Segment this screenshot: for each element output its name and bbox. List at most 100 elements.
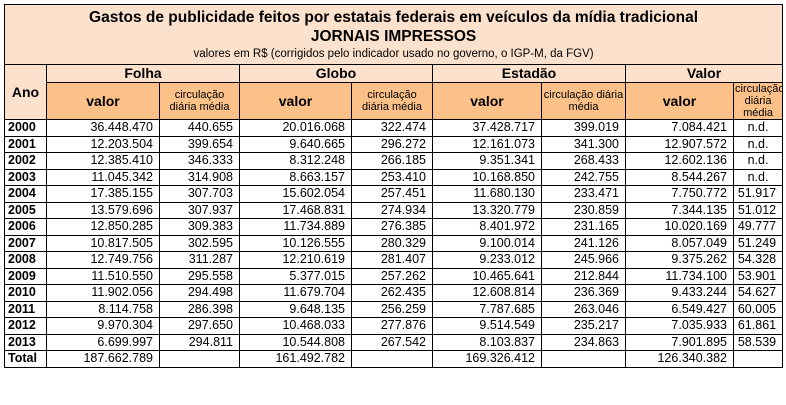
year-cell: 2009 xyxy=(4,267,47,285)
year-cell: 2005 xyxy=(4,201,47,219)
subheader-circulacao: circulação diária média xyxy=(159,82,240,120)
value-cell: 8.544.267 xyxy=(625,168,734,186)
value-cell: 309.383 xyxy=(159,218,240,236)
value-cell: 11.045.342 xyxy=(46,168,160,186)
table-row: 2013 6.699.997 294.811 10.544.808 267.542 8.1… xyxy=(4,333,784,351)
value-cell: n.d. xyxy=(732,152,784,170)
value-cell: 9.970.304 xyxy=(46,317,160,335)
spending-table: Gastos de publicidade feitos por estatai… xyxy=(3,4,784,368)
value-cell: n.d. xyxy=(732,135,784,153)
total-cell xyxy=(351,350,433,368)
value-cell: 12.907.572 xyxy=(625,135,734,153)
value-cell: 281.407 xyxy=(351,251,433,269)
year-cell: 2011 xyxy=(4,300,47,318)
subheader-circulacao: circulação diária média xyxy=(351,82,433,120)
value-cell: 257.262 xyxy=(351,267,433,285)
value-cell: 296.272 xyxy=(351,135,433,153)
value-cell: 5.377.015 xyxy=(239,267,352,285)
value-cell: 17.385.155 xyxy=(46,185,160,203)
total-cell xyxy=(159,350,240,368)
value-cell: 8.114.758 xyxy=(46,300,160,318)
group-header-folha: Folha xyxy=(46,64,240,83)
year-cell: 2002 xyxy=(4,152,47,170)
value-cell: 9.100.014 xyxy=(432,234,542,252)
value-cell: 11.510.550 xyxy=(46,267,160,285)
subheader-valor: valor xyxy=(625,82,734,120)
value-cell: 311.287 xyxy=(159,251,240,269)
value-cell: 58.539 xyxy=(732,333,784,351)
value-cell: 10.126.555 xyxy=(239,234,352,252)
total-label: Total xyxy=(4,350,47,368)
year-cell: 2013 xyxy=(4,333,47,351)
spending-table-container: Gastos de publicidade feitos por estatai… xyxy=(3,4,784,368)
value-cell: 236.369 xyxy=(541,284,626,302)
value-cell: 9.351.341 xyxy=(432,152,542,170)
value-cell: 8.103.837 xyxy=(432,333,542,351)
value-cell: 280.329 xyxy=(351,234,433,252)
value-cell: 276.385 xyxy=(351,218,433,236)
value-cell: 294.498 xyxy=(159,284,240,302)
table-subtitle: JORNAIS IMPRESSOS xyxy=(310,28,477,45)
table-row: 2008 12.749.756 311.287 12.210.619 281.407 9.… xyxy=(4,251,784,269)
table-row: 2011 8.114.758 286.398 9.648.135 256.259 7.78… xyxy=(4,300,784,318)
value-cell: 7.901.895 xyxy=(625,333,734,351)
value-cell: 9.640.665 xyxy=(239,135,352,153)
subheader-valor: valor xyxy=(46,82,160,120)
value-cell: 307.937 xyxy=(159,201,240,219)
value-cell: 253.410 xyxy=(351,168,433,186)
value-cell: 15.602.054 xyxy=(239,185,352,203)
table-note: valores em R$ (corrigidos pelo indicador… xyxy=(193,48,594,60)
subheader-valor: valor xyxy=(239,82,352,120)
value-cell: 12.608.814 xyxy=(432,284,542,302)
value-cell: n.d. xyxy=(732,119,784,137)
value-cell: 295.558 xyxy=(159,267,240,285)
value-cell: 242.755 xyxy=(541,168,626,186)
year-cell: 2001 xyxy=(4,135,47,153)
table-row: 2010 11.902.056 294.498 11.679.704 262.435 12… xyxy=(4,284,784,302)
subheader-valor: valor xyxy=(432,82,542,120)
value-cell: 8.401.972 xyxy=(432,218,542,236)
value-cell: 12.161.073 xyxy=(432,135,542,153)
value-cell: 37.428.717 xyxy=(432,119,542,137)
table-row: 2001 12.203.504 399.654 9.640.665 296.272 12.… xyxy=(4,135,784,153)
value-cell: 233.471 xyxy=(541,185,626,203)
value-cell: 10.465.641 xyxy=(432,267,542,285)
value-cell: 9.648.135 xyxy=(239,300,352,318)
value-cell: 13.320.779 xyxy=(432,201,542,219)
year-cell: 2007 xyxy=(4,234,47,252)
sub-header-row: valor circulação diária média valor circ… xyxy=(5,82,784,120)
value-cell: 12.203.504 xyxy=(46,135,160,153)
value-cell: 7.084.421 xyxy=(625,119,734,137)
value-cell: 263.046 xyxy=(541,300,626,318)
total-cell: 161.492.782 xyxy=(239,350,352,368)
value-cell: 6.549.427 xyxy=(625,300,734,318)
table-row: 2004 17.385.155 307.703 15.602.054 257.451 11… xyxy=(4,185,784,203)
value-cell: 54.627 xyxy=(732,284,784,302)
value-cell: 49.777 xyxy=(732,218,784,236)
group-header-row: Ano Folha Globo Estadão Valor xyxy=(4,64,784,120)
value-cell: 277.876 xyxy=(351,317,433,335)
value-cell: 235.217 xyxy=(541,317,626,335)
value-cell: 51.917 xyxy=(732,185,784,203)
value-cell: 256.259 xyxy=(351,300,433,318)
value-cell: 9.433.244 xyxy=(625,284,734,302)
value-cell: 245.966 xyxy=(541,251,626,269)
total-cell: 187.662.789 xyxy=(46,350,160,368)
value-cell: 257.451 xyxy=(351,185,433,203)
table-body: 2000 36.448.470 440.655 20.016.068 322.474 37… xyxy=(4,119,784,368)
value-cell: 212.844 xyxy=(541,267,626,285)
value-cell: 262.435 xyxy=(351,284,433,302)
year-cell: 2000 xyxy=(4,119,47,137)
value-cell: 12.602.136 xyxy=(625,152,734,170)
total-cell xyxy=(732,350,784,368)
value-cell: 440.655 xyxy=(159,119,240,137)
value-cell: 54.328 xyxy=(732,251,784,269)
value-cell: 9.233.012 xyxy=(432,251,542,269)
total-cell: 126.340.382 xyxy=(625,350,734,368)
value-cell: 10.020.169 xyxy=(625,218,734,236)
value-cell: 17.468.831 xyxy=(239,201,352,219)
value-cell: 51.249 xyxy=(732,234,784,252)
value-cell: 7.750.772 xyxy=(625,185,734,203)
value-cell: 12.850.285 xyxy=(46,218,160,236)
value-cell: 20.016.068 xyxy=(239,119,352,137)
